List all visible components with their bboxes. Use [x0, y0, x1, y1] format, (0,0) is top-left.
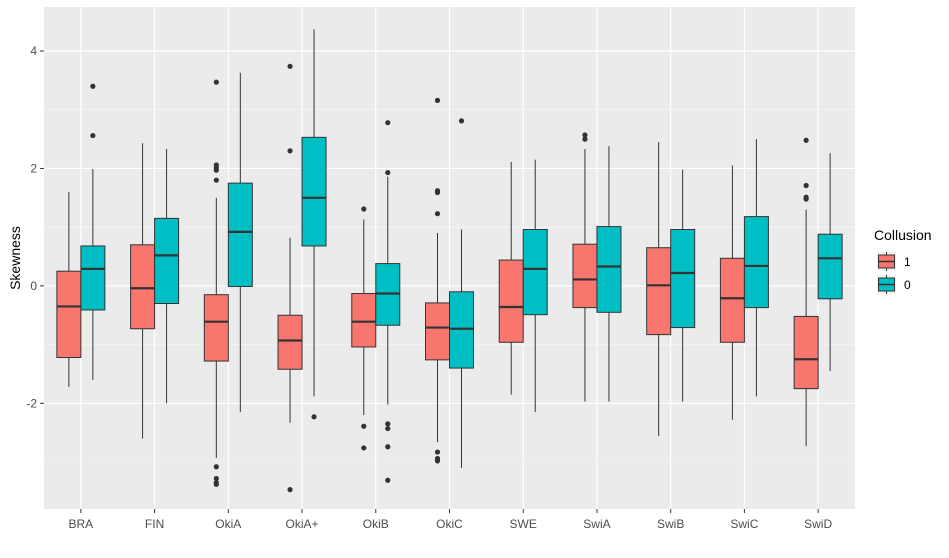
- outlier-point: [385, 421, 391, 427]
- box-group: [719, 165, 745, 420]
- box-group: [646, 142, 672, 437]
- box-series: [56, 29, 843, 493]
- box-body: [572, 243, 598, 309]
- outlier-point: [434, 458, 441, 464]
- box-body: [498, 259, 524, 343]
- y-tick-label: 4: [30, 44, 37, 58]
- legend-title: Collusion: [874, 227, 932, 243]
- outlier-point: [582, 136, 588, 142]
- outlier-point: [361, 423, 367, 429]
- outlier-point: [434, 449, 441, 455]
- outlier-point: [213, 481, 219, 487]
- box-group: [301, 29, 327, 420]
- x-tick-label: SwiC: [730, 517, 758, 531]
- legend-label: 0: [904, 278, 911, 292]
- box-body: [351, 293, 377, 348]
- outlier-point: [803, 196, 809, 202]
- box-body: [56, 270, 82, 359]
- box-body: [130, 244, 156, 330]
- box-group: [793, 137, 819, 447]
- x-tick-label: OkiA+: [286, 517, 319, 531]
- box-group: [596, 146, 622, 402]
- outlier-point: [385, 444, 391, 450]
- x-axis-ticks: BRA FIN OkiA OkiA+ OkiB OkiC SWE SwiA SwiB SwiC Sw…: [69, 509, 832, 531]
- legend-label: 1: [904, 255, 911, 269]
- x-tick-label: BRA: [69, 517, 94, 531]
- box-group: [227, 72, 253, 413]
- x-tick-label: SwiB: [657, 517, 684, 531]
- box-body: [227, 182, 253, 287]
- y-tick-label: 0: [30, 279, 37, 293]
- outlier-point: [213, 475, 219, 482]
- x-tick-label: FIN: [145, 517, 164, 531]
- outlier-point: [287, 148, 293, 154]
- outlier-point: [361, 206, 367, 212]
- outlier-point: [213, 177, 219, 183]
- box-body: [449, 291, 474, 369]
- box-body: [670, 229, 696, 329]
- box-body: [80, 245, 106, 311]
- outlier-point: [90, 132, 96, 139]
- box-group: [56, 191, 82, 387]
- outlier-point: [803, 137, 809, 143]
- outlier-point: [311, 414, 317, 420]
- x-tick-label: SwiA: [583, 517, 610, 531]
- outlier-point: [434, 97, 441, 103]
- outlier-point: [213, 464, 219, 470]
- y-axis-ticks: -2 0 2 4: [26, 44, 44, 410]
- outlier-point: [434, 211, 441, 217]
- box-group: [277, 63, 303, 493]
- box-body: [646, 247, 672, 336]
- outlier-point: [434, 189, 441, 196]
- box-group: [743, 139, 769, 397]
- box-body: [203, 294, 229, 362]
- box-group: [498, 162, 524, 395]
- x-tick-label: OkiA: [215, 517, 241, 531]
- box-group: [670, 169, 696, 402]
- box-group: [130, 143, 156, 439]
- box-group: [203, 79, 229, 487]
- box-body: [743, 216, 769, 309]
- y-axis-label: Skewness: [7, 226, 23, 290]
- box-body: [793, 315, 819, 390]
- outlier-point: [385, 169, 391, 176]
- outlier-point: [213, 79, 219, 85]
- box-group: [425, 97, 450, 464]
- y-tick-label: 2: [30, 161, 37, 175]
- box-group: [154, 149, 180, 404]
- outlier-point: [213, 167, 219, 173]
- box-body: [154, 217, 180, 305]
- box-group: [80, 83, 106, 380]
- box-group: [449, 118, 474, 468]
- box-body: [301, 136, 327, 247]
- legend: Collusion 1 0: [874, 227, 932, 294]
- y-tick-label: -2: [26, 396, 37, 410]
- box-body: [277, 314, 303, 370]
- outlier-point: [385, 120, 391, 126]
- box-group: [375, 120, 401, 483]
- box-body: [522, 229, 548, 316]
- outlier-point: [287, 487, 293, 493]
- outlier-point: [803, 182, 809, 189]
- outlier-point: [361, 445, 367, 451]
- x-tick-label: SWE: [510, 517, 537, 531]
- x-tick-label: SwiD: [804, 517, 832, 531]
- box-group: [817, 153, 843, 372]
- box-group: [522, 159, 548, 413]
- outlier-point: [582, 132, 588, 138]
- box-body: [817, 233, 843, 300]
- outlier-point: [458, 118, 465, 124]
- box-body: [425, 302, 450, 361]
- outlier-point: [385, 477, 391, 483]
- outlier-point: [287, 63, 293, 69]
- x-tick-label: OkiC: [436, 517, 463, 531]
- box-group: [572, 132, 598, 402]
- outlier-point: [90, 83, 96, 89]
- box-body: [719, 257, 745, 343]
- box-body: [596, 226, 622, 313]
- x-tick-label: OkiB: [363, 517, 389, 531]
- outlier-point: [385, 425, 391, 432]
